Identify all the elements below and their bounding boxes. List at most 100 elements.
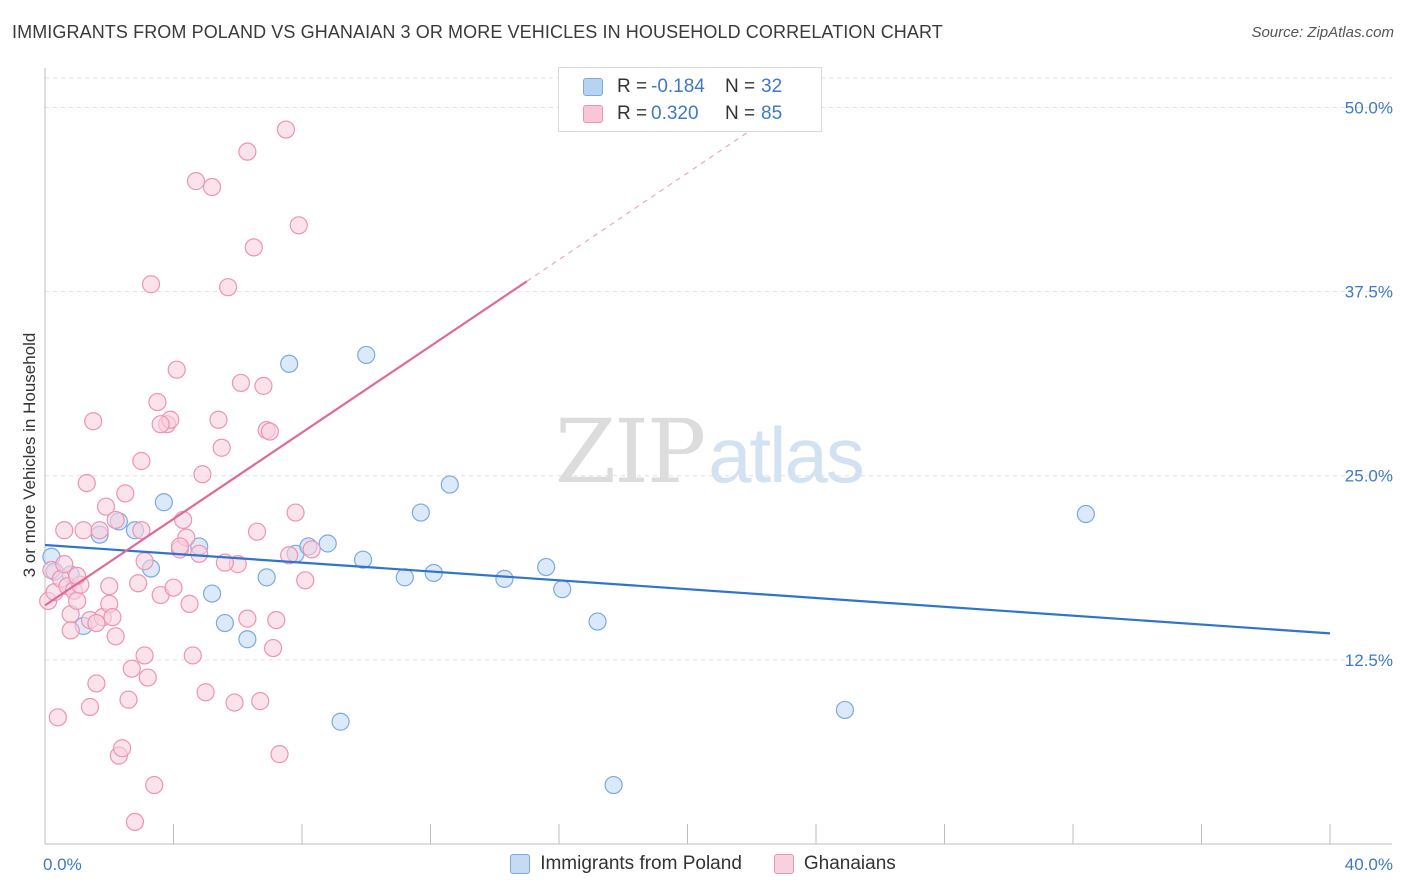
data-point	[286, 503, 305, 522]
y-tick-label: 37.5%	[1345, 283, 1393, 302]
data-point	[196, 683, 215, 702]
data-point	[132, 451, 151, 471]
data-point	[154, 493, 173, 512]
data-point	[604, 775, 623, 795]
data-point	[495, 569, 514, 588]
data-point	[96, 497, 116, 516]
data-point	[1076, 504, 1095, 524]
data-point	[103, 608, 122, 627]
data-point	[270, 745, 289, 764]
legend-r-label: R =	[617, 103, 648, 124]
watermark-zip: ZIP	[555, 400, 706, 503]
data-point	[87, 674, 106, 693]
data-point	[87, 613, 106, 633]
data-point	[48, 708, 67, 727]
tick-labels: 12.5% 25.0% 37.5% 50.0% 0.0% 40.0%	[43, 98, 1393, 874]
data-point	[68, 566, 87, 586]
data-points	[39, 120, 1095, 832]
watermark: ZIPatlas	[555, 400, 865, 503]
legend-item-poland[interactable]: Immigrants from Poland	[510, 853, 742, 875]
legend-n-label: N =	[725, 103, 756, 124]
legend-n-label: N =	[725, 76, 756, 97]
data-point	[215, 613, 234, 633]
legend-item-ghanaians[interactable]: Ghanaians	[773, 853, 896, 875]
data-point	[219, 278, 238, 297]
data-point	[254, 376, 273, 395]
data-point	[174, 510, 193, 530]
data-point	[77, 473, 96, 493]
data-point	[112, 739, 132, 758]
data-point	[164, 578, 183, 597]
data-point	[55, 555, 74, 574]
legend-label-ghanaians: Ghanaians	[803, 853, 896, 874]
data-point	[302, 540, 321, 559]
data-point	[263, 638, 283, 658]
data-point	[148, 392, 167, 412]
data-point	[100, 577, 119, 596]
watermark-atlas: atlas	[708, 411, 865, 499]
data-point	[395, 568, 414, 587]
data-point	[80, 697, 100, 717]
data-point	[353, 550, 373, 569]
data-point	[280, 546, 299, 565]
data-point	[280, 354, 299, 373]
legend-n-value: 32	[761, 76, 783, 97]
data-point	[186, 172, 206, 191]
data-point	[190, 544, 209, 563]
y-tick-label: 12.5%	[1345, 651, 1393, 670]
data-point	[440, 475, 459, 494]
data-point	[231, 373, 251, 393]
legend-n-value: 85	[761, 103, 783, 124]
data-point	[225, 693, 244, 712]
data-point	[212, 438, 231, 457]
data-point	[74, 521, 93, 540]
data-point	[135, 646, 154, 665]
data-point	[202, 177, 222, 197]
data-point	[90, 521, 109, 540]
y-axis-label: 3 or more Vehicles in Household	[20, 332, 39, 578]
data-point	[238, 630, 257, 649]
data-point	[119, 690, 138, 709]
data-point	[183, 646, 202, 665]
data-point	[180, 594, 199, 613]
data-point	[193, 465, 212, 484]
x-tick-label: 40.0%	[1345, 855, 1393, 874]
y-tick-label: 50.0%	[1345, 98, 1393, 117]
legend-r-value: -0.184	[651, 76, 705, 97]
data-point	[68, 591, 87, 611]
data-point	[276, 120, 296, 139]
chart-title: IMMIGRANTS FROM POLAND VS GHANAIAN 3 OR …	[12, 22, 943, 42]
data-point	[537, 557, 556, 577]
axes	[44, 68, 1392, 845]
data-point	[251, 692, 270, 711]
data-point	[209, 410, 228, 429]
legend-swatch-ghanaians	[773, 854, 794, 874]
legend-swatch-poland	[583, 78, 603, 96]
data-point	[238, 609, 257, 628]
data-point	[244, 238, 263, 257]
data-point	[135, 552, 154, 571]
data-point	[588, 612, 607, 631]
data-point	[106, 627, 125, 646]
data-point	[202, 584, 222, 603]
data-point	[167, 360, 186, 379]
legend-r-value: 0.320	[651, 103, 699, 124]
data-point	[835, 700, 855, 720]
data-point	[318, 534, 337, 553]
gridlines	[45, 77, 1392, 661]
data-point	[129, 574, 148, 593]
data-point	[116, 484, 135, 503]
data-point	[106, 510, 125, 530]
correlation-legend: R = -0.184 N = 32 R = 0.320 N = 85	[558, 67, 822, 132]
trend-line-extension	[526, 129, 753, 282]
data-point	[296, 571, 315, 590]
data-point	[260, 422, 279, 441]
legend-label-poland: Immigrants from Poland	[540, 853, 742, 874]
data-point	[247, 522, 267, 541]
source-note: Source: ZipAtlas.com	[1251, 24, 1394, 41]
data-point	[125, 812, 145, 832]
data-point	[257, 568, 276, 587]
trend-lines	[44, 129, 1331, 635]
data-point	[357, 345, 376, 365]
